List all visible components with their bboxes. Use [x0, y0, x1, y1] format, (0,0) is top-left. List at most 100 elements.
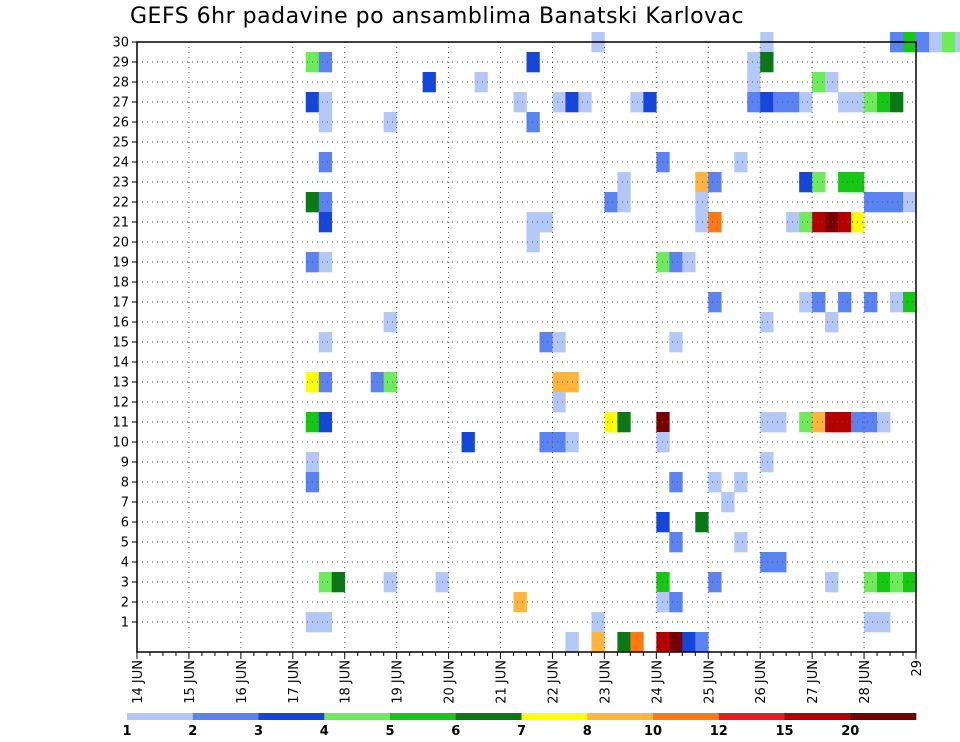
- x-tick-label: 19 JUN: [391, 660, 406, 704]
- precip-cell: [578, 92, 592, 113]
- precip-cell: [864, 292, 878, 313]
- precip-cell: [877, 612, 891, 633]
- y-tick-label: 7: [121, 496, 129, 511]
- precip-cell: [708, 292, 722, 313]
- y-tick-label: 10: [112, 436, 129, 451]
- colorbar-swatch: [192, 713, 259, 720]
- colorbar-swatch: [390, 713, 457, 720]
- precip-cell: [864, 412, 878, 433]
- y-tick-label: 13: [112, 376, 129, 391]
- precip-cell: [383, 112, 397, 133]
- colorbar-label: 2: [188, 724, 197, 739]
- precip-cell: [331, 572, 346, 593]
- precip-cell: [812, 72, 826, 93]
- y-tick-label: 4: [121, 556, 129, 571]
- precip-cell: [747, 52, 761, 73]
- y-tick-label: 5: [121, 536, 129, 551]
- colorbar-swatch: [784, 713, 851, 720]
- precip-cell: [747, 92, 761, 113]
- colorbar: 1 2 3 4 5 6 7 8 10 12 15 20: [122, 713, 917, 739]
- precip-cell: [825, 72, 839, 93]
- precip-cell: [565, 632, 579, 653]
- colorbar-label: 8: [583, 724, 592, 739]
- precip-cell: [617, 172, 631, 193]
- precip-cell: [825, 312, 839, 333]
- precip-cell: [318, 252, 333, 273]
- precip-cell: [591, 612, 605, 633]
- x-tick-label: 28 JUN: [858, 660, 873, 704]
- precip-cell: [799, 92, 813, 113]
- precip-cell: [630, 632, 644, 653]
- precip-cell: [318, 612, 333, 633]
- precip-cell: [318, 192, 333, 213]
- precip-cell: [669, 632, 683, 653]
- precip-cell: [734, 472, 748, 493]
- colorbar-label: 5: [385, 724, 394, 739]
- y-tick-label: 11: [112, 416, 129, 431]
- x-tick-label: 24 JUN: [650, 660, 665, 704]
- precip-cell: [669, 332, 683, 353]
- precip-cell: [422, 72, 436, 93]
- x-tick-label: 20 JUN: [443, 660, 458, 704]
- precip-cell: [799, 172, 813, 193]
- precip-cell: [877, 572, 891, 593]
- precip-cell: [890, 292, 904, 313]
- precip-cell: [838, 172, 852, 193]
- precip-cell: [903, 292, 917, 313]
- colorbar-label: 4: [320, 724, 329, 739]
- precip-cell: [539, 212, 553, 233]
- precip-cell: [513, 92, 527, 113]
- y-tick-label: 2: [121, 596, 129, 611]
- precip-cell: [526, 112, 540, 133]
- precip-cell: [773, 92, 787, 113]
- precip-cell: [708, 172, 722, 193]
- precip-cell: [318, 92, 333, 113]
- colorbar-swatch: [718, 713, 785, 720]
- x-tick-label: 26 JUN: [754, 660, 769, 704]
- y-tick-label: 15: [112, 336, 129, 351]
- precip-cell: [760, 92, 774, 113]
- precip-cell: [604, 192, 618, 213]
- precip-cell: [903, 572, 917, 593]
- grid-lines: [137, 41, 917, 652]
- y-tick-label: 14: [112, 356, 129, 371]
- precip-cell: [838, 292, 852, 313]
- precip-cell: [838, 92, 852, 113]
- colorbar-label: 7: [517, 724, 526, 739]
- y-tick-label: 18: [112, 276, 129, 291]
- precip-cell: [825, 412, 839, 433]
- precip-cell: [747, 72, 761, 93]
- precip-cell: [812, 412, 826, 433]
- precip-cell: [591, 632, 605, 653]
- precip-cell: [864, 572, 878, 593]
- precip-cell: [916, 32, 930, 53]
- colorbar-label: 20: [841, 724, 859, 739]
- precip-cell: [877, 192, 891, 213]
- precip-cell: [552, 332, 566, 353]
- chart-title: GEFS 6hr padavine po ansamblima Banatski…: [130, 4, 745, 29]
- precip-cell: [760, 52, 774, 73]
- x-tick-label: 29: [910, 660, 925, 677]
- precip-cell: [552, 92, 566, 113]
- precip-cell: [513, 592, 527, 613]
- precip-cell: [708, 572, 722, 593]
- y-tick-label: 22: [112, 196, 129, 211]
- precip-cell: [799, 292, 813, 313]
- y-tick-label: 26: [112, 116, 129, 131]
- precip-cell: [928, 32, 943, 53]
- precip-cell: [864, 192, 878, 213]
- precip-cell: [695, 172, 709, 193]
- precip-cell: [773, 412, 787, 433]
- precip-cell: [734, 532, 748, 553]
- x-tick-label: 27 JUN: [806, 660, 821, 704]
- x-tick-label: 25 JUN: [702, 660, 717, 704]
- precip-cell: [318, 152, 333, 173]
- precip-cell: [695, 632, 709, 653]
- precip-cell: [383, 312, 397, 333]
- colorbar-swatch: [653, 713, 720, 720]
- x-tick-label: 21 JUN: [495, 660, 510, 704]
- precip-cell: [318, 572, 333, 593]
- y-tick-label: 23: [112, 176, 129, 191]
- heatmap-cells: [305, 32, 960, 653]
- precip-cell: [474, 72, 488, 93]
